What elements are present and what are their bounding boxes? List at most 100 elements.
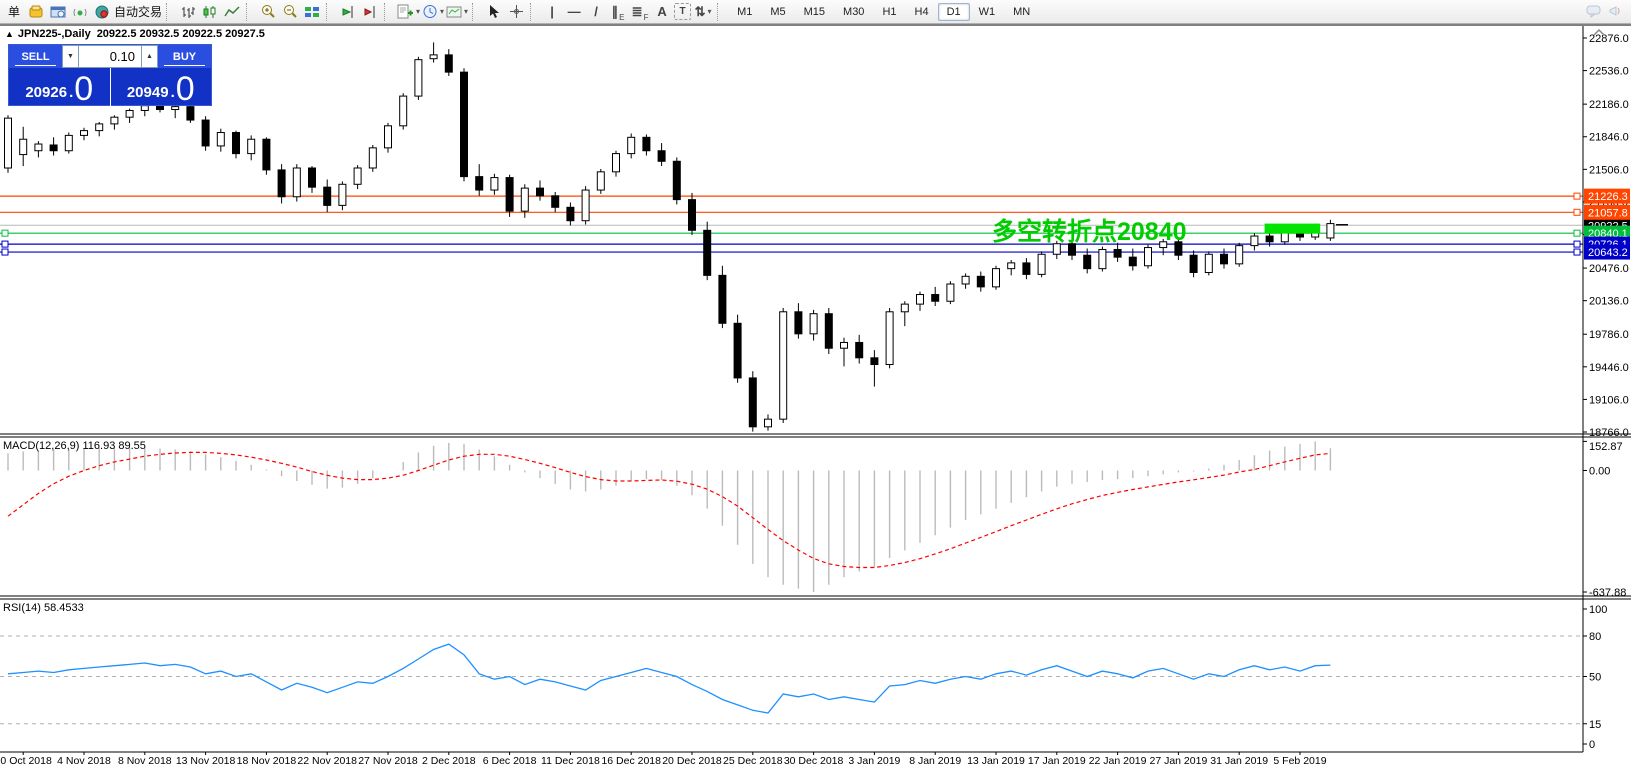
timeframe-MN[interactable]: MN bbox=[1013, 5, 1031, 18]
chat-icon[interactable] bbox=[1585, 2, 1605, 22]
candle-body bbox=[1250, 235, 1259, 247]
axis-scroll-up-icon[interactable] bbox=[1593, 28, 1605, 36]
hline-handle[interactable] bbox=[1, 240, 9, 248]
candle-body bbox=[885, 311, 894, 366]
sell-button[interactable]: SELL bbox=[9, 45, 62, 68]
candle-body bbox=[992, 268, 1000, 288]
timeframe-D1[interactable]: D1 bbox=[937, 2, 970, 21]
candle-body bbox=[1174, 241, 1183, 256]
hline-handle[interactable] bbox=[1, 248, 9, 256]
date-label: 22 Jan 2019 bbox=[1089, 755, 1147, 767]
toolbar-separator bbox=[326, 2, 333, 21]
buy-price[interactable]: 20949. 0 bbox=[111, 68, 212, 107]
candle-body bbox=[703, 229, 712, 276]
candle-body bbox=[490, 177, 499, 191]
macd-name: MACD(12,26,9) bbox=[3, 440, 80, 452]
hline-handle[interactable] bbox=[1573, 229, 1581, 237]
candle-body bbox=[1326, 223, 1335, 239]
chart-shift-icon[interactable] bbox=[360, 2, 380, 22]
candle-body bbox=[900, 303, 909, 313]
toolbar-separator bbox=[717, 2, 724, 21]
buy-price-main: 20949 bbox=[126, 84, 169, 101]
macd-tick-label: 152.87 bbox=[1589, 441, 1623, 453]
price-badge-label: 21057.8 bbox=[1588, 207, 1628, 219]
price-badge bbox=[1584, 204, 1630, 220]
hline-handle[interactable] bbox=[1573, 192, 1581, 200]
volume-input[interactable]: 0.10 bbox=[79, 45, 141, 68]
fibo-sub: F bbox=[643, 12, 649, 22]
auto-trading-label[interactable]: 自动交易 bbox=[114, 5, 163, 19]
hline-handle[interactable] bbox=[1573, 248, 1581, 256]
new-order-icon[interactable]: 单 bbox=[7, 5, 20, 19]
timeframe-H1[interactable]: H1 bbox=[882, 5, 897, 18]
timeframe-W1[interactable]: W1 bbox=[978, 5, 996, 18]
tile-windows-icon[interactable] bbox=[302, 2, 322, 22]
collapse-panel-icon[interactable]: ▲ bbox=[5, 29, 14, 39]
period-icon[interactable]: ▾ bbox=[422, 2, 444, 22]
buy-button[interactable]: BUY bbox=[158, 45, 211, 68]
macd-signal-line bbox=[7, 451, 1331, 569]
chart-window-icon[interactable] bbox=[48, 2, 68, 22]
horizontal-line-tool-icon[interactable]: — bbox=[567, 4, 581, 19]
hline-handle[interactable] bbox=[1573, 240, 1581, 248]
trendline-tool-icon[interactable]: / bbox=[594, 4, 598, 19]
annotation-text[interactable]: 多空转折点20840 bbox=[992, 218, 1187, 246]
sell-price-pip: 0 bbox=[74, 70, 94, 109]
price-badge bbox=[1584, 188, 1630, 204]
date-label: 27 Nov 2018 bbox=[358, 755, 418, 767]
signal-icon[interactable] bbox=[70, 2, 90, 22]
date-label: 8 Jan 2019 bbox=[909, 755, 961, 767]
symbol-period-label: JPN225-,Daily bbox=[17, 28, 91, 40]
sell-price[interactable]: 20926. 0 bbox=[9, 68, 111, 107]
zoom-in-icon[interactable] bbox=[258, 2, 278, 22]
candlestick-chart-icon[interactable] bbox=[200, 2, 220, 22]
hline-handle[interactable] bbox=[1, 229, 9, 237]
candle-body bbox=[110, 116, 119, 125]
label-tool-icon[interactable]: T bbox=[674, 3, 692, 20]
vertical-line-tool-icon[interactable]: | bbox=[550, 4, 554, 19]
fibonacci-tool-icon[interactable]: ≣ F bbox=[630, 2, 650, 22]
green-zone-rect[interactable] bbox=[1264, 223, 1321, 234]
candle-body bbox=[794, 311, 803, 335]
hline-handle[interactable] bbox=[1573, 208, 1581, 216]
add-indicator-icon[interactable]: ▾ bbox=[396, 2, 420, 22]
template-icon[interactable]: ▾ bbox=[446, 2, 468, 22]
line-chart-icon[interactable] bbox=[222, 2, 242, 22]
candle-body bbox=[961, 275, 970, 285]
channel-tool-icon[interactable]: ∥ E bbox=[608, 2, 628, 22]
timeframe-M30[interactable]: M30 bbox=[843, 5, 865, 18]
text-tool-icon[interactable]: A bbox=[657, 4, 667, 19]
timeframe-group: M1 M5 M15 M30 H1 H4 D1 W1 MN bbox=[728, 2, 1039, 21]
candle-body bbox=[520, 187, 529, 212]
timeframe-M15[interactable]: M15 bbox=[803, 5, 826, 18]
timeframe-H4[interactable]: H4 bbox=[914, 5, 929, 18]
candle-body bbox=[1144, 247, 1152, 267]
candle-body bbox=[460, 71, 468, 178]
timeframe-M1[interactable]: M1 bbox=[737, 5, 753, 18]
market-watch-icon[interactable] bbox=[26, 2, 46, 22]
toolbar-separator bbox=[530, 2, 537, 21]
candle-body bbox=[1220, 253, 1228, 265]
timeframe-M5[interactable]: M5 bbox=[770, 5, 786, 18]
candle-body bbox=[1235, 245, 1244, 265]
candle-body bbox=[688, 199, 696, 231]
date-label: 13 Jan 2019 bbox=[967, 755, 1025, 767]
candle-body bbox=[1068, 243, 1076, 256]
sell-price-dot: . bbox=[69, 84, 74, 101]
volume-increase-button[interactable]: ▲ bbox=[141, 45, 158, 68]
auto-scroll-icon[interactable] bbox=[338, 2, 358, 22]
candle-body bbox=[733, 322, 742, 379]
date-label: 5 Feb 2019 bbox=[1273, 755, 1326, 767]
cursor-icon[interactable] bbox=[484, 2, 504, 22]
megaphone-icon[interactable] bbox=[1607, 2, 1627, 22]
candle-body bbox=[414, 59, 423, 97]
crosshair-icon[interactable] bbox=[506, 2, 526, 22]
one-click-trading-panel: SELL ▼ 0.10 ▲ BUY 20926. 0 20949. 0 bbox=[8, 44, 212, 107]
auto-trading-icon[interactable] bbox=[92, 2, 112, 22]
volume-decrease-button[interactable]: ▼ bbox=[62, 45, 79, 68]
zoom-out-icon[interactable] bbox=[280, 2, 300, 22]
bar-chart-icon[interactable] bbox=[178, 2, 198, 22]
candle-body bbox=[1265, 235, 1274, 243]
arrows-tool-icon[interactable]: ⇅ ▾ bbox=[693, 2, 713, 22]
